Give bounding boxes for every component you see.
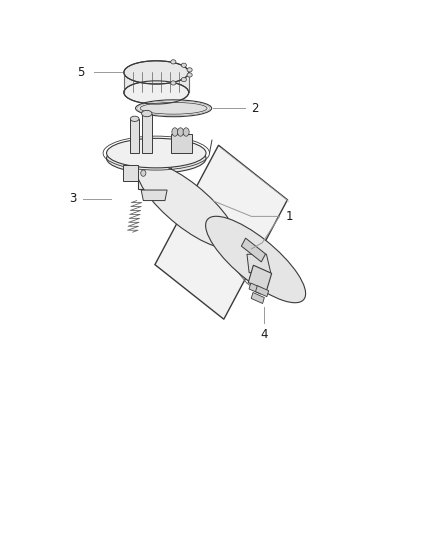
Polygon shape — [123, 165, 138, 181]
Polygon shape — [249, 283, 262, 294]
Ellipse shape — [187, 68, 192, 72]
Ellipse shape — [187, 73, 192, 77]
Bar — [142, 74, 152, 91]
Ellipse shape — [171, 81, 176, 85]
Ellipse shape — [106, 139, 206, 168]
Bar — [124, 74, 133, 91]
Ellipse shape — [106, 143, 206, 173]
Ellipse shape — [177, 128, 184, 136]
Ellipse shape — [181, 77, 187, 82]
Polygon shape — [155, 145, 287, 319]
Polygon shape — [138, 158, 170, 189]
Ellipse shape — [135, 100, 212, 117]
Ellipse shape — [141, 110, 152, 117]
Ellipse shape — [141, 170, 146, 176]
Polygon shape — [241, 238, 265, 262]
Ellipse shape — [205, 216, 306, 303]
Polygon shape — [247, 254, 271, 273]
Text: 1: 1 — [286, 210, 293, 223]
Ellipse shape — [183, 128, 189, 136]
Ellipse shape — [172, 128, 178, 136]
Text: 2: 2 — [251, 102, 259, 115]
Bar — [180, 74, 189, 91]
Text: 5: 5 — [78, 66, 85, 79]
Bar — [170, 74, 180, 91]
Polygon shape — [131, 119, 139, 153]
Text: 4: 4 — [261, 328, 268, 341]
Ellipse shape — [124, 61, 189, 84]
Bar — [161, 74, 170, 91]
Polygon shape — [251, 293, 265, 303]
Polygon shape — [255, 286, 268, 297]
Ellipse shape — [131, 116, 139, 122]
Ellipse shape — [137, 161, 237, 248]
Ellipse shape — [181, 63, 187, 67]
Polygon shape — [141, 190, 167, 200]
Ellipse shape — [124, 81, 189, 104]
Polygon shape — [248, 265, 272, 290]
Ellipse shape — [140, 102, 207, 114]
Polygon shape — [141, 114, 152, 153]
Ellipse shape — [171, 60, 176, 64]
Bar — [152, 74, 161, 91]
Bar — [133, 74, 142, 91]
Text: 3: 3 — [69, 192, 76, 206]
Polygon shape — [170, 134, 192, 153]
